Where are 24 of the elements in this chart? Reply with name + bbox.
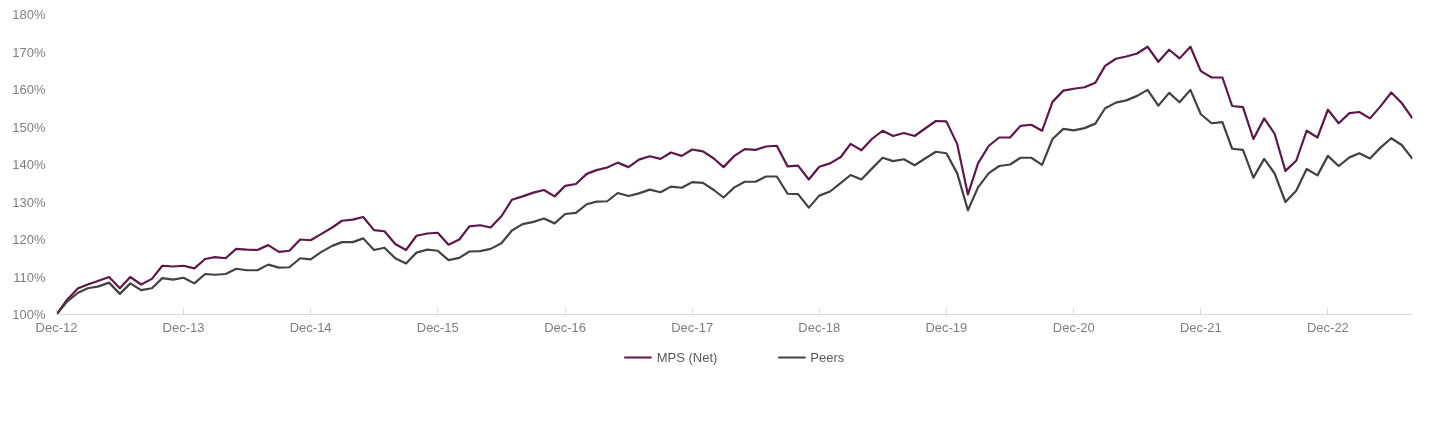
y-tick-label: 160%	[12, 82, 46, 97]
y-tick-label: 180%	[12, 7, 46, 22]
x-tick-label: Dec-16	[544, 319, 587, 335]
y-tick-label: 140%	[12, 157, 46, 172]
x-tick-label: Dec-19	[925, 319, 968, 335]
y-tick-label: 150%	[12, 119, 46, 135]
x-tick-label: Dec-17	[671, 319, 714, 335]
legend-label: MPS (Net)	[656, 349, 718, 365]
x-tick-label: Dec-13	[162, 319, 205, 335]
x-tick-label: Dec-21	[1179, 319, 1222, 335]
line-series	[56, 45, 1413, 315]
x-tick-label: Dec-15	[416, 319, 459, 335]
y-tick-label: 100%	[12, 307, 46, 322]
y-tick-label: 170%	[12, 44, 46, 60]
line-series	[56, 88, 1413, 315]
legend-label: Peers	[810, 349, 845, 365]
y-tick-label: 120%	[12, 232, 46, 247]
y-tick-label: 130%	[12, 194, 46, 210]
x-tick-label: Dec-22	[1306, 319, 1349, 335]
x-tick-label: Dec-20	[1052, 319, 1095, 335]
x-tick-label: Dec-12	[35, 319, 78, 335]
x-tick-label: Dec-14	[289, 319, 332, 335]
y-tick-label: 110%	[13, 269, 46, 285]
x-tick-label: Dec-18	[798, 319, 841, 335]
